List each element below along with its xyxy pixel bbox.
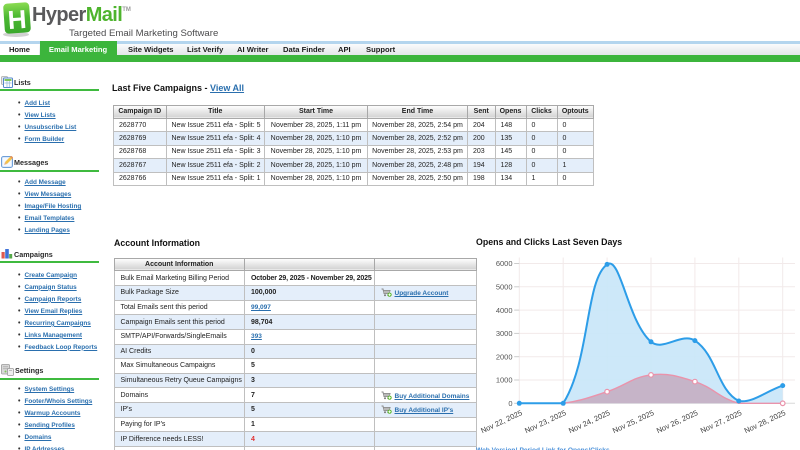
svg-text:Nov 28, 2025: Nov 28, 2025 [743, 408, 787, 435]
svg-text:1000: 1000 [496, 376, 513, 385]
svg-text:3000: 3000 [496, 329, 513, 338]
svg-text:Nov 22, 2025: Nov 22, 2025 [479, 408, 523, 435]
svg-text:6000: 6000 [496, 259, 513, 268]
svg-text:Nov 27, 2025: Nov 27, 2025 [699, 408, 743, 435]
svg-text:2000: 2000 [496, 352, 513, 361]
svg-text:0: 0 [508, 399, 512, 408]
svg-text:Nov 24, 2025: Nov 24, 2025 [567, 408, 611, 435]
svg-text:Nov 25, 2025: Nov 25, 2025 [611, 408, 655, 435]
svg-text:H: H [7, 4, 28, 35]
svg-text:Nov 23, 2025: Nov 23, 2025 [523, 408, 567, 435]
svg-text:Nov 26, 2025: Nov 26, 2025 [655, 408, 699, 435]
svg-text:5000: 5000 [496, 283, 513, 292]
svg-text:4000: 4000 [496, 306, 513, 315]
